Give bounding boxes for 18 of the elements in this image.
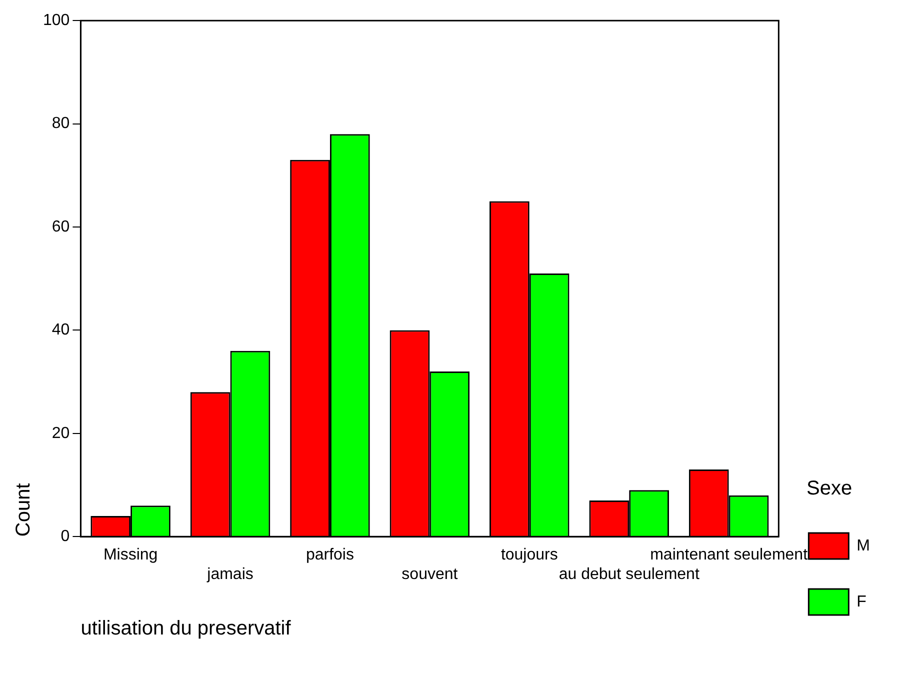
y-tick-label: 40 <box>52 322 70 339</box>
y-tick-label: 60 <box>52 218 70 236</box>
x-tick-label: au debut seulement <box>558 566 700 583</box>
legend-label: M <box>856 537 870 554</box>
y-tick-label: 80 <box>52 115 70 132</box>
x-tick-label: parfois <box>306 546 354 564</box>
x-tick-label: toujours <box>500 546 558 564</box>
x-axis-title: utilisation du preservatif <box>80 618 292 640</box>
legend-label: F <box>856 593 867 610</box>
x-tick-label: Missing <box>103 546 158 564</box>
legend-title: Sexe <box>806 478 852 500</box>
y-tick-label: 100 <box>42 12 70 30</box>
x-tick-label: souvent <box>402 566 458 583</box>
y-tick-label: 0 <box>60 528 70 546</box>
x-tick-label: jamais <box>206 566 254 583</box>
y-tick-label: 20 <box>52 424 70 442</box>
y-axis-title: Count <box>12 482 35 537</box>
x-tick-label: maintenant seulement <box>650 546 808 564</box>
